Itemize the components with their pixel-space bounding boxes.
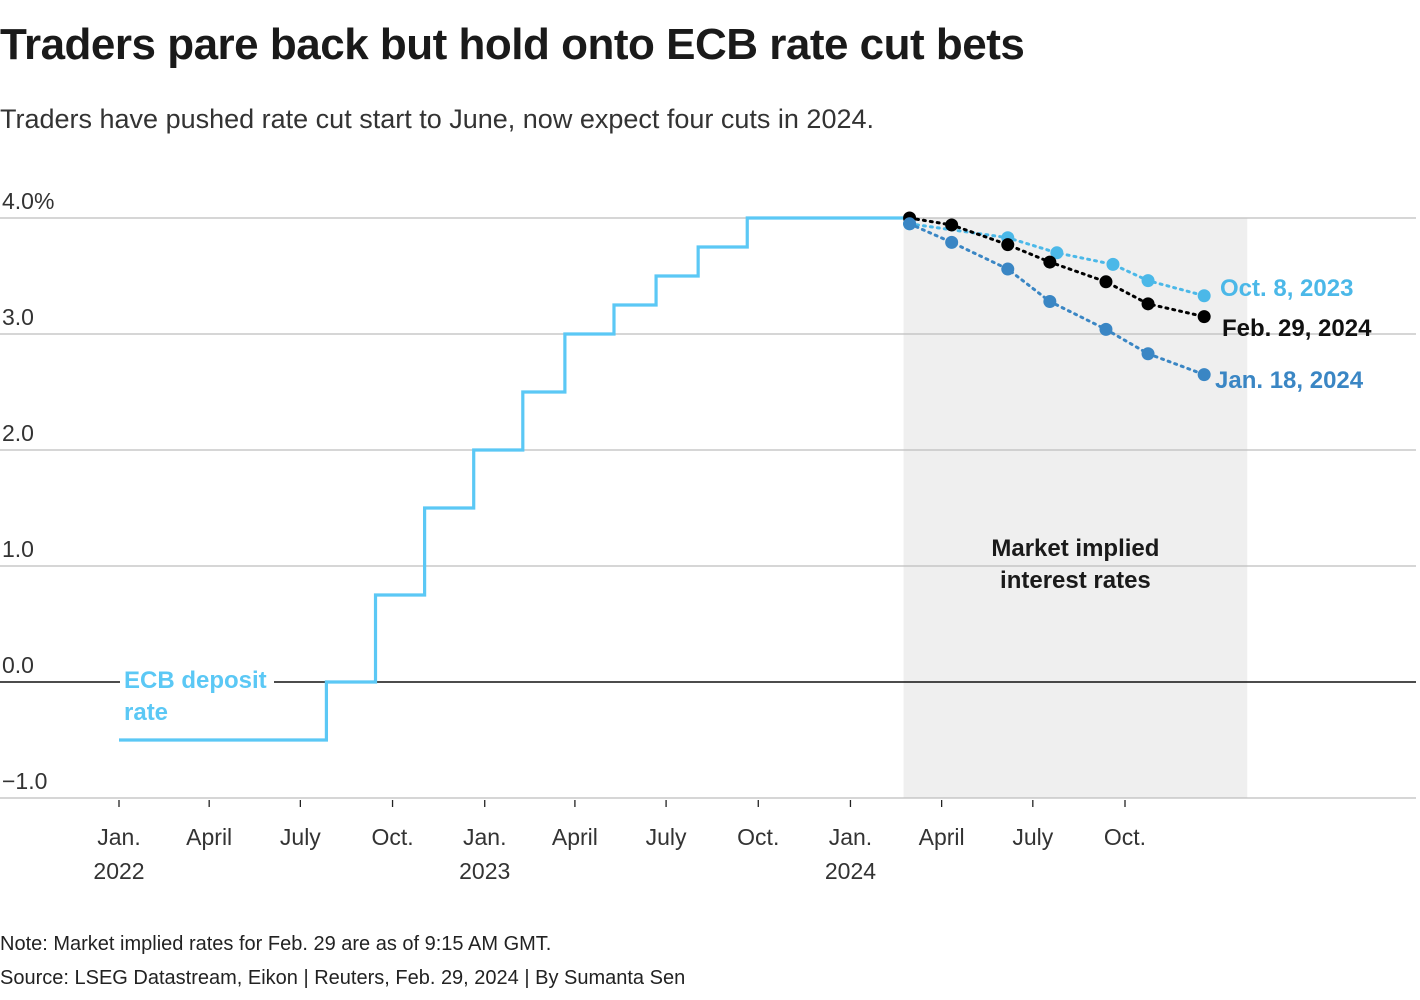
x-tick-label: Jan. [463,824,506,850]
chart-title: Traders pare back but hold onto ECB rate… [0,20,1025,69]
series-jan18 [903,217,1211,382]
series-label-feb29: Feb. 29, 2024 [1222,315,1372,342]
data-point [903,217,917,231]
x-tick-label: July [646,824,687,850]
data-point [1197,368,1211,382]
y-tick-label: −1.0 [2,768,47,794]
series-deposit: ECB deposit rate [119,216,910,742]
deposit-label-line2: rate [124,699,168,726]
data-point [1099,322,1113,336]
data-point [1043,295,1057,309]
y-tick-label: 4.0% [2,188,54,214]
chart-source: Source: LSEG Datastream, Eikon | Reuters… [0,967,686,989]
data-point [1106,257,1120,271]
deposit-label-background [120,662,274,726]
x-tick-year-label: 2022 [93,858,144,884]
x-tick-label: April [186,824,232,850]
deposit-label-line1: ECB deposit [124,667,267,694]
x-tick-label: Oct. [1104,824,1146,850]
y-tick-label: 1.0 [2,536,34,562]
data-point [1050,246,1064,260]
data-point [1001,238,1015,252]
data-point [1197,289,1211,303]
y-tick-label: 0.0 [2,652,34,678]
series-feb29 [903,211,1211,324]
x-tick-label: Oct. [371,824,413,850]
x-tick-label: Oct. [737,824,779,850]
series-line [908,222,1206,298]
forecast-shaded-region [903,218,1248,798]
series-label-jan18: Jan. 18, 2024 [1215,367,1364,394]
x-tick-label: July [280,824,321,850]
shaded-region-label-line1: Market implied [991,535,1159,562]
x-tick-label: July [1012,824,1053,850]
data-point [945,218,959,232]
y-tick-label: 3.0 [2,304,34,330]
data-point [1141,297,1155,311]
x-tick-label: April [919,824,965,850]
series-label-oct8: Oct. 8, 2023 [1220,275,1353,302]
chart-subtitle: Traders have pushed rate cut start to Ju… [0,104,874,134]
x-tick-label: Jan. [97,824,140,850]
x-tick-label: Jan. [829,824,872,850]
data-point [1043,255,1057,269]
chart-note: Note: Market implied rates for Feb. 29 a… [0,933,552,955]
data-point [945,235,959,249]
deposit-rate-line [119,216,910,742]
data-point [1141,347,1155,361]
x-tick-label: April [552,824,598,850]
deposit-rate-label: ECB deposit rate [120,662,274,726]
x-tick-year-label: 2023 [459,858,510,884]
shaded-region-label-line2: interest rates [1000,567,1151,594]
data-point [1197,310,1211,324]
data-point [1141,274,1155,288]
data-point [1099,275,1113,289]
data-point [1001,262,1015,276]
y-tick-label: 2.0 [2,420,34,446]
x-tick-year-label: 2024 [825,858,876,884]
